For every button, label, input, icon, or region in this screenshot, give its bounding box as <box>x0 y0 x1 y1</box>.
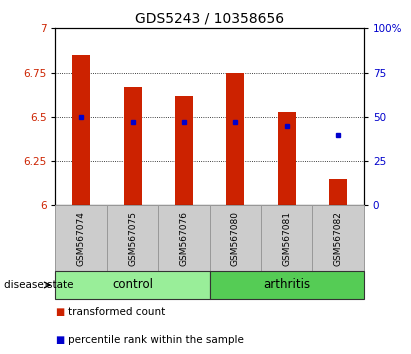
Bar <box>312 205 364 271</box>
Text: GSM567082: GSM567082 <box>334 211 342 266</box>
Bar <box>107 205 158 271</box>
Text: GSM567074: GSM567074 <box>77 211 85 266</box>
Text: transformed count: transformed count <box>68 307 165 316</box>
Text: GSM567075: GSM567075 <box>128 211 137 266</box>
Text: GSM567081: GSM567081 <box>282 211 291 266</box>
Bar <box>175 96 193 205</box>
Bar <box>226 73 244 205</box>
Text: control: control <box>112 279 153 291</box>
Bar <box>55 205 107 271</box>
Bar <box>124 87 141 205</box>
Bar <box>261 205 312 271</box>
Bar <box>210 205 261 271</box>
Bar <box>210 271 364 299</box>
Bar <box>278 112 296 205</box>
Bar <box>55 271 210 299</box>
Bar <box>72 55 90 205</box>
Text: percentile rank within the sample: percentile rank within the sample <box>68 335 244 345</box>
Text: disease state: disease state <box>4 280 74 290</box>
Title: GDS5243 / 10358656: GDS5243 / 10358656 <box>135 12 284 26</box>
Bar <box>158 205 210 271</box>
Text: GSM567076: GSM567076 <box>180 211 188 266</box>
Text: ■: ■ <box>55 335 65 345</box>
Bar <box>329 179 347 205</box>
Text: arthritis: arthritis <box>263 279 310 291</box>
Text: ■: ■ <box>55 307 65 316</box>
Text: GSM567080: GSM567080 <box>231 211 240 266</box>
